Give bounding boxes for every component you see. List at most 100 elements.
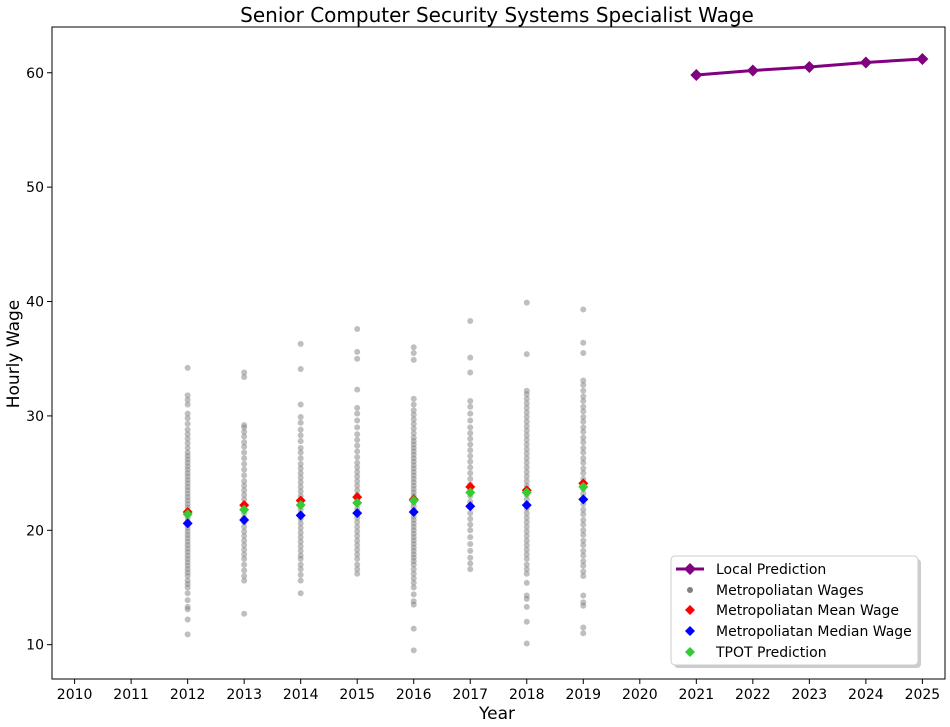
metro-wage-point: [184, 401, 191, 408]
metro-wage-point: [410, 625, 417, 632]
metro-wage-point: [184, 426, 191, 433]
metro-wage-point: [297, 426, 304, 433]
metro-wage-point: [184, 444, 191, 451]
metro-wage-point: [410, 591, 417, 598]
metro-wage-point: [467, 566, 474, 573]
metro-wage-point: [410, 579, 417, 586]
metro-wage-point: [241, 561, 248, 568]
metro-wage-point: [580, 414, 587, 421]
metro-wage-point: [410, 598, 417, 605]
x-tick-label: 2020: [622, 687, 658, 703]
metro-wage-point: [241, 523, 248, 530]
metro-wage-point: [184, 415, 191, 422]
metro-wage-point: [184, 396, 191, 403]
metro-wage-point: [297, 520, 304, 527]
metro-wage-point: [241, 573, 248, 580]
metro-wage-point: [580, 599, 587, 606]
metro-wage-point: [354, 487, 361, 494]
metro-wage-point: [580, 418, 587, 425]
metro-wage-point: [410, 647, 417, 654]
metro-wage-point: [241, 449, 248, 456]
tpot-prediction-marker: [352, 497, 363, 508]
metro-wage-point: [523, 640, 530, 647]
legend-label-mean: Metropoliatan Mean Wage: [716, 603, 899, 619]
mean-wage-marker: [465, 481, 476, 492]
metro-wage-point: [410, 344, 417, 351]
metro-wage-point: [523, 464, 530, 471]
metro-wage-point: [580, 439, 587, 446]
legend-marker-metro-wages: [687, 587, 693, 593]
metro-wage-point: [354, 546, 361, 553]
metro-wage-point: [410, 416, 417, 423]
metro-wage-point: [467, 458, 474, 465]
metro-wage-point: [354, 424, 361, 431]
metro-wage-point: [354, 542, 361, 549]
metro-wage-point: [354, 464, 361, 471]
x-tick-label: 2019: [565, 687, 601, 703]
median-wage-marker: [408, 506, 419, 517]
metro-wage-point: [410, 356, 417, 363]
tpot-prediction-marker: [521, 487, 532, 498]
mean-wage-marker: [352, 492, 363, 503]
metro-wage-point: [523, 455, 530, 462]
metro-wage-point: [354, 417, 361, 424]
x-tick-label: 2010: [57, 687, 93, 703]
metro-wage-point: [467, 317, 474, 324]
metro-wage-point: [467, 521, 474, 528]
metro-wage-point: [297, 340, 304, 347]
local-prediction-marker: [916, 53, 929, 66]
metro-wage-point: [410, 575, 417, 582]
metro-wage-point: [241, 551, 248, 558]
metro-wage-point: [241, 496, 248, 503]
metro-wage-point: [580, 398, 587, 405]
metro-wage-point: [241, 369, 248, 376]
metro-wage-point: [184, 364, 191, 371]
metro-wage-point: [354, 533, 361, 540]
legend-label-local: Local Prediction: [716, 562, 826, 578]
metro-wage-point: [580, 558, 587, 565]
metro-wage-point: [580, 377, 587, 384]
metro-wage-point: [467, 470, 474, 477]
metro-wage-point: [297, 438, 304, 445]
metro-wage-point: [297, 577, 304, 584]
metro-wage-point: [523, 414, 530, 421]
metro-wage-point: [241, 528, 248, 535]
metro-wage-point: [410, 395, 417, 402]
metro-wage-point: [467, 554, 474, 561]
metro-wage-point: [354, 519, 361, 526]
local-prediction-marker: [690, 69, 703, 82]
metro-wage-point: [241, 472, 248, 479]
metro-wage-point: [241, 422, 248, 429]
metro-wage-point: [297, 470, 304, 477]
metro-wage-point: [297, 529, 304, 536]
median-wage-marker: [182, 518, 193, 529]
metro-wage-point: [580, 537, 587, 544]
metro-wage-point: [354, 325, 361, 332]
metro-wage-point: [467, 410, 474, 417]
metro-wage-point: [184, 597, 191, 604]
metro-wage-point: [580, 408, 587, 415]
metro-wage-point: [297, 571, 304, 578]
metro-wage-point: [297, 534, 304, 541]
metro-wage-point: [241, 433, 248, 440]
metro-wage-point: [523, 432, 530, 439]
metro-wage-point: [184, 603, 191, 610]
metro-wage-point: [297, 566, 304, 573]
legend-marker-mean: [685, 605, 695, 615]
legend-label-tpot: TPOT Prediction: [715, 645, 827, 661]
x-tick-label: 2017: [452, 687, 488, 703]
metro-wage-point: [354, 454, 361, 461]
metro-wage-point: [580, 506, 587, 513]
x-axis-label: Year: [478, 704, 515, 724]
metro-wage-point: [523, 510, 530, 517]
metro-wage-point: [467, 452, 474, 459]
metro-wage-point: [523, 537, 530, 544]
plot-area: [182, 53, 929, 654]
metro-wage-point: [523, 446, 530, 453]
metro-wage-point: [580, 428, 587, 435]
metro-wage-point: [297, 444, 304, 451]
metro-wage-point: [354, 355, 361, 362]
metro-wage-point: [580, 434, 587, 441]
metro-wage-point: [354, 570, 361, 577]
metro-wage-point: [410, 434, 417, 441]
